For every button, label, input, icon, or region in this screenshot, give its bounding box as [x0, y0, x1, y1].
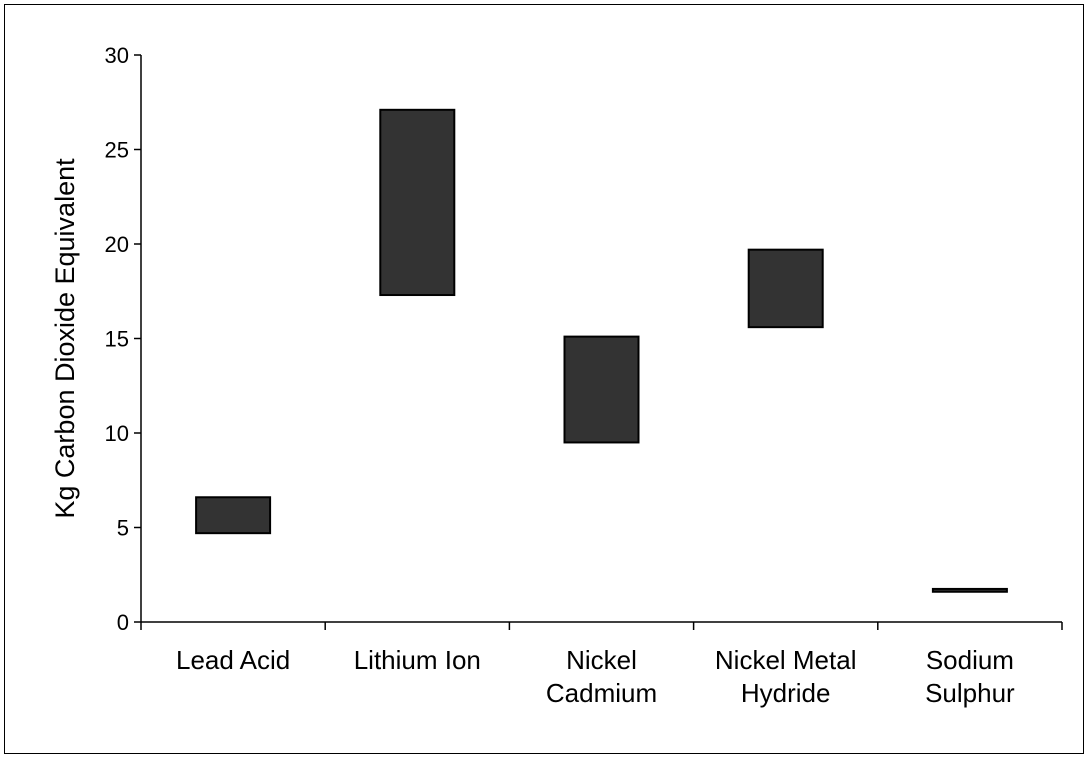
x-category-label-line: Sulphur: [925, 678, 1015, 708]
x-category-label-line: Lithium Ion: [354, 645, 481, 675]
x-category-label-line: Sodium: [926, 645, 1014, 675]
x-category-label-line: Lead Acid: [176, 645, 290, 675]
bars: [195, 108, 1008, 593]
y-tick-label: 20: [105, 232, 129, 257]
x-category-label: Sodium Sulphur: [925, 645, 1015, 708]
y-tick-label: 0: [117, 610, 129, 635]
x-category-label: Lithium Ion: [354, 645, 481, 675]
y-tick-label: 15: [105, 327, 129, 352]
chart-frame: [4, 4, 1084, 754]
range-bar: [931, 587, 1008, 593]
x-category-label: Nickel Cadmium: [546, 645, 657, 708]
range-bar: [747, 248, 824, 329]
y-tick-label: 30: [105, 43, 129, 68]
x-category-label-line: Nickel: [566, 645, 637, 675]
x-axis: Lead Acid Lithium Ion Nickel Cadmium Nickel …: [140, 621, 1063, 708]
range-bar: [563, 335, 640, 444]
y-tick-label: 10: [105, 421, 129, 446]
range-bar: [195, 496, 272, 535]
range-bar: [379, 108, 456, 297]
y-axis: 0 5 10 15 20 25 30: [105, 43, 142, 635]
x-category-label-line: Nickel Metal: [715, 645, 857, 675]
y-axis-title: Kg Carbon Dioxide Equivalent: [50, 158, 80, 519]
y-tick-label: 5: [117, 516, 129, 541]
x-category-label: Lead Acid: [176, 645, 290, 675]
x-category-label-line: Hydride: [741, 678, 831, 708]
y-tick-label: 25: [105, 138, 129, 163]
x-category-label: Nickel Metal Hydride: [715, 645, 857, 708]
x-category-label-line: Cadmium: [546, 678, 657, 708]
